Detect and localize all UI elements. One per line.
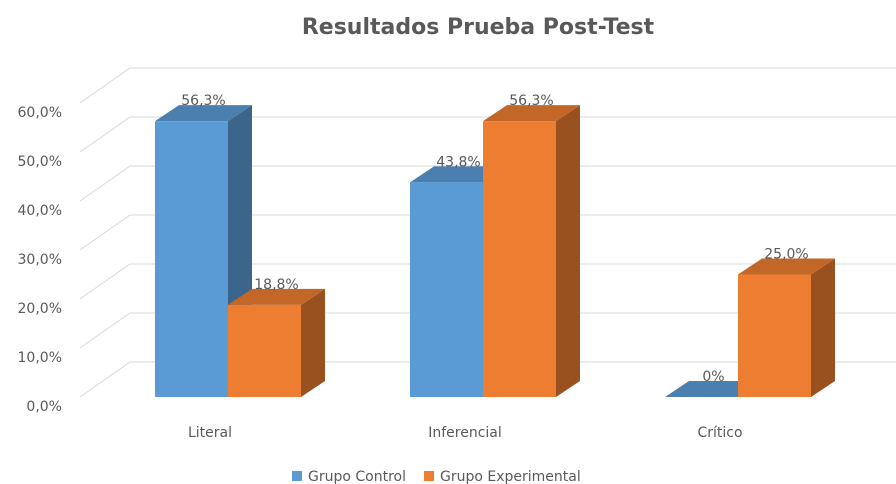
bar xyxy=(483,105,580,397)
x-tick-label: Literal xyxy=(188,425,232,441)
data-label: 18,8% xyxy=(254,277,298,293)
bar xyxy=(228,288,325,397)
data-label: 56,3% xyxy=(509,93,553,109)
bar xyxy=(665,381,762,397)
data-label: 56,3% xyxy=(181,93,225,109)
legend-label: Grupo Experimental xyxy=(440,469,581,484)
y-tick-label: 50,0% xyxy=(18,154,62,170)
bar-top xyxy=(410,166,507,183)
grid-line xyxy=(79,214,896,251)
bar-front xyxy=(228,304,301,397)
bar-front xyxy=(155,121,228,397)
grid-line xyxy=(79,312,896,349)
data-label: 0% xyxy=(702,369,724,385)
y-tick-label: 60,0% xyxy=(18,105,62,121)
bar-side xyxy=(556,105,580,397)
bar-top xyxy=(665,381,762,397)
y-tick-label: 10,0% xyxy=(18,350,62,366)
legend-label: Grupo Control xyxy=(308,469,406,484)
bar-top xyxy=(738,258,835,275)
chart-title: Resultados Prueba Post-Test xyxy=(302,15,655,40)
bar-top xyxy=(483,105,580,122)
grid-line xyxy=(79,116,896,153)
grid-line xyxy=(79,67,896,104)
legend-swatch xyxy=(292,471,302,481)
bar xyxy=(738,258,835,397)
x-tick-label: Crítico xyxy=(697,425,742,441)
grid-line xyxy=(79,361,896,398)
y-tick-label: 40,0% xyxy=(18,203,62,219)
bar-top xyxy=(155,105,252,122)
y-tick-label: 30,0% xyxy=(18,252,62,268)
grid-line xyxy=(79,165,896,202)
bar-side xyxy=(301,288,325,397)
legend-swatch xyxy=(424,471,434,481)
y-tick-label: 0,0% xyxy=(26,399,62,415)
data-label: 43,8% xyxy=(436,154,480,170)
bar-side xyxy=(811,258,835,397)
bar-front xyxy=(738,274,811,397)
y-tick-label: 20,0% xyxy=(18,301,62,317)
bar-front xyxy=(410,182,483,397)
bar-top xyxy=(228,288,325,305)
bar-front xyxy=(483,121,556,397)
grid-line xyxy=(79,263,896,300)
x-tick-label: Inferencial xyxy=(428,425,502,441)
data-label: 25,0% xyxy=(764,247,808,263)
